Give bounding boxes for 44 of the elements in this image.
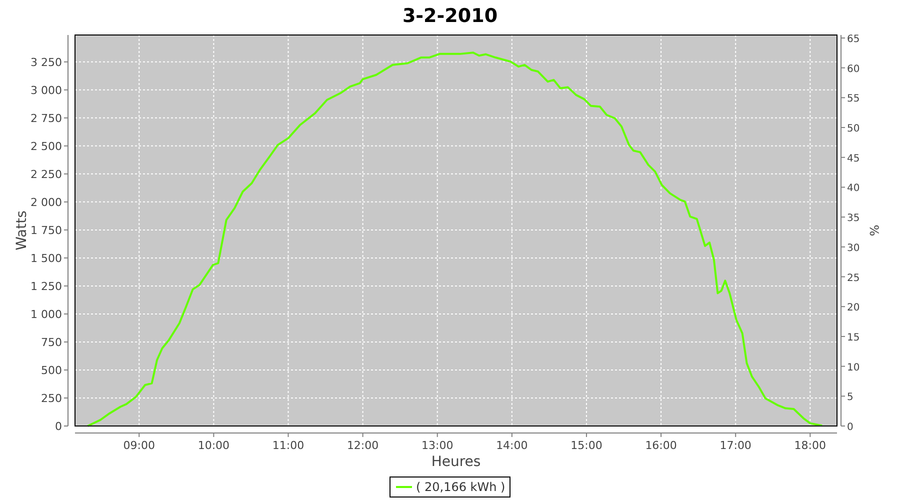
y-tick-label: 2 750	[30, 112, 62, 125]
x-tick-label: 12:00	[346, 439, 379, 452]
x-tick-label: 13:00	[422, 439, 454, 452]
y-tick-label: 1 500	[30, 252, 62, 265]
x-tick-label: 15:00	[570, 439, 602, 452]
y2-tick-label: 40	[847, 183, 860, 194]
line-series	[86, 52, 824, 427]
chart-title: 3-2-2010	[402, 5, 498, 27]
x-tick-label: 11:00	[272, 439, 304, 452]
y2-tick-label: 55	[847, 94, 860, 105]
y-tick-label: 0	[55, 420, 62, 433]
y-tick-label: 2 000	[30, 196, 62, 209]
y-tick-label: 500	[41, 364, 62, 377]
y2-tick-label: 50	[847, 124, 860, 135]
y-tick-label: 3 250	[30, 56, 62, 69]
x-tick-label: 17:00	[720, 439, 752, 452]
y-tick-label: 2 250	[30, 168, 62, 181]
y-tick-label: 250	[41, 392, 62, 405]
y2-tick-label: 60	[847, 64, 860, 75]
x-axis-title: Heures	[431, 454, 481, 470]
x-tick-label: 14:00	[496, 439, 528, 452]
x-tick-label: 18:00	[794, 439, 826, 452]
y2-tick-label: 0	[847, 422, 854, 433]
y2-tick-label: 35	[847, 213, 860, 224]
y2-tick-label: 25	[847, 272, 860, 284]
y2-tick-label: 30	[847, 242, 860, 254]
y2-tick-label: 10	[847, 362, 860, 374]
x-tick-label: 09:00	[123, 439, 155, 452]
y2-tick-label: 20	[847, 302, 860, 314]
y2-tick-label: 45	[847, 153, 860, 164]
y-tick-label: 750	[41, 336, 62, 349]
y-tick-label: 1 000	[30, 308, 62, 321]
y-axis-title: Watts	[14, 210, 30, 250]
y-tick-label: 2 500	[30, 140, 62, 153]
y-tick-label: 1 750	[30, 224, 62, 237]
y2-tick-label: 15	[847, 332, 860, 344]
y-tick-label: 1 250	[30, 280, 62, 293]
y2-tick-label: 65	[847, 34, 860, 45]
x-tick-label: 16:00	[645, 439, 677, 452]
y2-axis-title: %	[867, 224, 881, 236]
legend-label: ( 20,166 kWh )	[416, 480, 506, 494]
y2-tick-label: 5	[847, 392, 854, 404]
x-tick-label: 10:00	[198, 439, 230, 452]
y-tick-label: 3 000	[30, 84, 62, 97]
